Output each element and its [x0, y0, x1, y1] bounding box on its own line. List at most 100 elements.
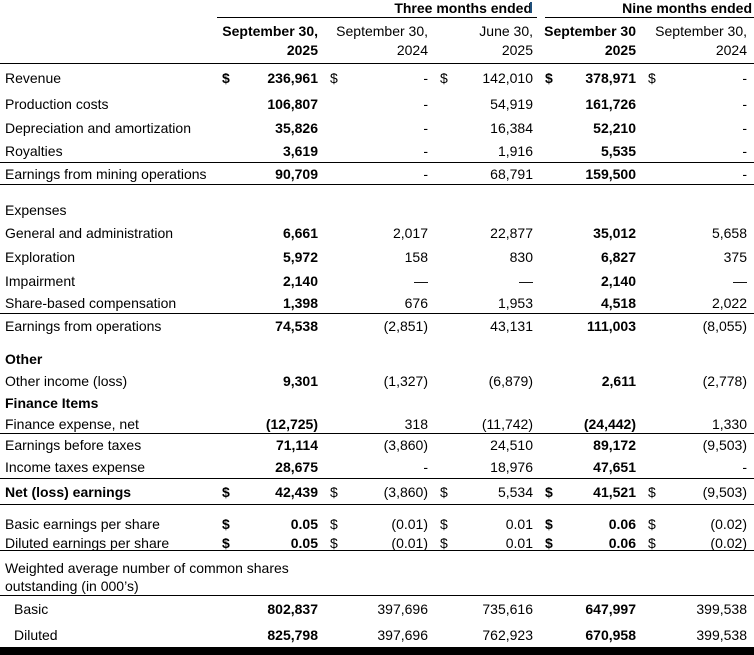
column-header-sep-30-2024-ytd: September 30, 2024 [643, 18, 754, 63]
currency-symbol: $ [545, 516, 553, 532]
cell-value: - [423, 459, 428, 475]
cell-value: (1,327) [383, 372, 428, 389]
row-royalties: Royalties 3,619 - 1,916 5,535 - [0, 140, 754, 163]
cell-value: (9,503) [702, 483, 747, 500]
currency-symbol: $ [648, 534, 656, 551]
row-finance-expense-net: Finance expense, net (12,725) 318 (11,742) (… [0, 414, 754, 434]
gridline-artifact [530, 2, 532, 13]
row-label: Revenue [5, 70, 62, 86]
row-general-and-administration: General and administration 6,661 2,017 22,8… [0, 221, 754, 245]
row-label: Other income (loss) [5, 372, 128, 389]
cell-value: 6,661 [282, 225, 318, 241]
row-expenses: Expenses [0, 198, 754, 221]
cell-value: (0.01) [391, 516, 428, 532]
currency-symbol: $ [222, 516, 230, 532]
column-header-line1: September 30, [222, 23, 318, 39]
cell-value: - [742, 96, 747, 112]
value-cell: - [325, 143, 435, 159]
cell-value: (11,742) [481, 415, 533, 432]
value-cell: 676 [325, 295, 435, 311]
value-cell: 54,919 [435, 96, 540, 112]
cell-value: — [733, 273, 747, 289]
value-cell: (8,055) [643, 318, 754, 334]
row-label: Impairment [5, 273, 76, 289]
cell-value: 318 [404, 415, 428, 432]
cell-value: 41,521 [593, 483, 636, 500]
currency-symbol: $ [440, 534, 448, 551]
cell-value: 670,958 [585, 626, 636, 643]
value-cell: 52,210 [540, 120, 643, 136]
row-label: Weighted average number of common shares… [5, 560, 289, 594]
column-header-line2: 2025 [286, 42, 318, 58]
cell-value: 375 [723, 249, 747, 265]
column-header-line1: September 30, [655, 23, 747, 39]
value-cell: (3,860) [325, 437, 435, 453]
value-cell: 90,709 [217, 166, 325, 182]
column-header-sep-30-2024: September 30, 2024 [325, 18, 435, 63]
table-body: Revenue $236,961 $ - $142,010 $378,971 $ - Produ… [0, 64, 754, 647]
row-earnings-before-taxes: Earnings before taxes 71,114 (3,860) 24,510… [0, 434, 754, 456]
cell-value: (0.01) [391, 534, 428, 551]
value-cell: 830 [435, 249, 540, 265]
row-label: Production costs [5, 96, 109, 112]
value-cell: 735,616 [435, 601, 540, 617]
value-cell: 159,500 [540, 166, 643, 182]
value-cell: (9,503) [643, 437, 754, 453]
label-column-spacer [0, 18, 217, 63]
value-cell: - [643, 120, 754, 136]
cell-value: - [742, 459, 747, 475]
cell-value: 5,972 [282, 249, 318, 265]
cell-value: — [414, 273, 428, 289]
value-cell: (11,742) [435, 416, 540, 432]
cell-value: 90,709 [275, 165, 318, 182]
value-cell: — [643, 273, 754, 289]
row-label: Basic earnings per share [5, 516, 160, 532]
row-label: Earnings from operations [5, 317, 162, 334]
value-cell: 5,535 [540, 143, 643, 159]
cell-value: - [423, 143, 428, 159]
value-cell: 1,916 [435, 143, 540, 159]
cell-value: 5,534 [497, 483, 533, 500]
value-cell: 6,827 [540, 249, 643, 265]
row-label: General and administration [5, 225, 174, 241]
value-cell: $378,971 [540, 70, 643, 86]
column-header-line1: September 30, [336, 23, 428, 39]
row-label: Royalties [5, 143, 63, 159]
cell-value: 647,997 [585, 601, 636, 617]
row-income-taxes-expense: Income taxes expense 28,675 - 18,976 47,651 - [0, 456, 754, 479]
value-cell: $ (3,860) [325, 484, 435, 500]
cell-value: 68,791 [490, 165, 533, 182]
cell-value: 42,439 [275, 483, 318, 500]
cell-value: 158 [404, 249, 428, 265]
value-cell: (24,442) [540, 416, 643, 432]
cell-value: - [423, 120, 428, 136]
value-cell: $ - [325, 70, 435, 86]
value-cell: — [325, 273, 435, 289]
value-cell: 397,696 [325, 601, 435, 617]
cell-value: 52,210 [593, 120, 636, 136]
value-cell: 89,172 [540, 437, 643, 453]
row-earnings-from-operations: Earnings from operations 74,538 (2,851) 43,… [0, 314, 754, 337]
value-cell: $0.01 [435, 516, 540, 532]
value-cell: 670,958 [540, 627, 643, 643]
row-spacer [0, 337, 754, 348]
value-cell: - [325, 166, 435, 182]
currency-symbol: $ [222, 70, 230, 86]
cell-value: (9,503) [702, 437, 747, 453]
value-cell: 24,510 [435, 437, 540, 453]
column-header-line2: 2025 [604, 42, 636, 58]
column-header-line1: June 30, [479, 23, 533, 39]
cell-value: 16,384 [490, 120, 533, 136]
value-cell: - [643, 166, 754, 182]
cell-value: (24,442) [583, 415, 636, 432]
row-spacer [0, 505, 754, 513]
value-cell: $236,961 [217, 70, 325, 86]
value-cell: 71,114 [217, 437, 325, 453]
cell-value: (2,851) [383, 317, 428, 334]
value-cell: $0.06 [540, 535, 643, 551]
row-basic: Basic 802,837 397,696 735,616 647,997 399,538 [0, 596, 754, 622]
value-cell: 2,611 [540, 373, 643, 389]
value-cell: - [643, 459, 754, 475]
value-cell: 5,658 [643, 225, 754, 241]
row-share-based-compensation: Share-based compensation 1,398 676 1,953 4,5… [0, 293, 754, 314]
